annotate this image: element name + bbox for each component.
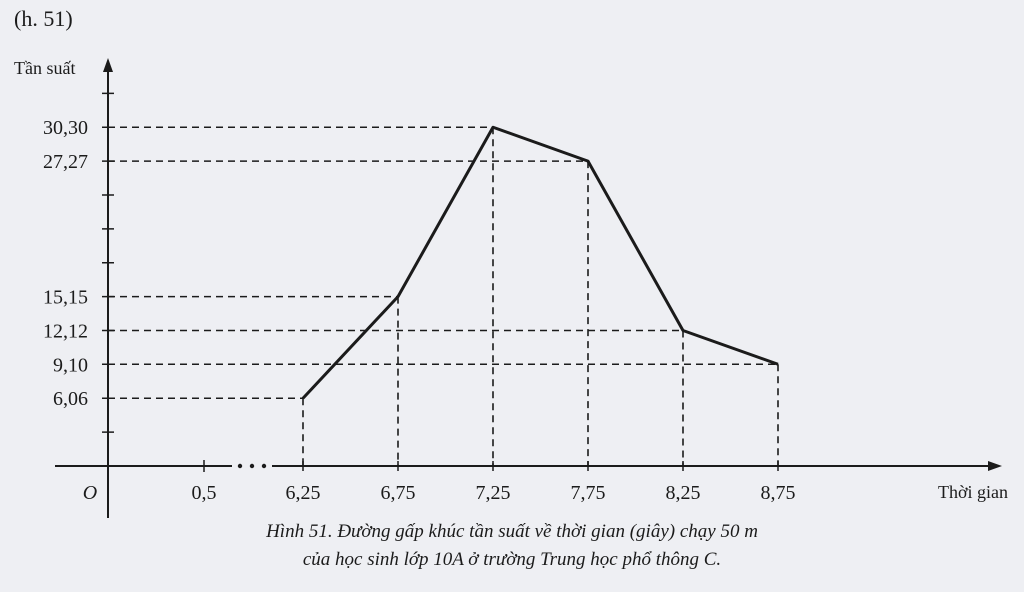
y-axis-title: Tần suất — [14, 58, 75, 78]
y-tick-label: 12,12 — [43, 320, 88, 342]
x-tick-label: 8,75 — [761, 482, 796, 504]
x-tick-label: 6,25 — [286, 482, 321, 504]
guide-lines — [108, 126, 779, 466]
caption-line-1: Hình 51. Đường gấp khúc tần suất về thời… — [266, 521, 758, 542]
x-tick-label: 7,75 — [571, 482, 606, 504]
x-tick-label: 0,5 — [192, 482, 217, 504]
x-axis-break-dot — [249, 463, 255, 469]
y-tick-label: 9,10 — [53, 354, 88, 376]
y-tick-label: 15,15 — [43, 287, 88, 309]
x-axis-break-dot — [237, 463, 243, 469]
y-tick-label: 6,06 — [53, 388, 88, 410]
series-lines — [301, 125, 779, 400]
tick-labels: 6,06 9,10 12,12 15,15 27,27 30,30 0,5 6,25 6,75 7… — [14, 58, 1008, 504]
frequency-polyline — [301, 125, 779, 400]
x-axis-arrow — [988, 461, 1002, 471]
x-tick-label: 8,25 — [666, 482, 701, 504]
origin-label: O — [83, 482, 97, 504]
x-tick-label: 6,75 — [381, 482, 416, 504]
y-tick-label: 30,30 — [43, 117, 88, 139]
frequency-polygon-chart: 6,06 9,10 12,12 15,15 27,27 30,30 0,5 6,25 6,75 7… — [14, 58, 1008, 518]
caption-line-2: của học sinh lớp 10A ở trường Trung học … — [302, 549, 722, 570]
x-tick-label: 7,25 — [476, 482, 511, 504]
figure-label: (h. 51) — [14, 6, 73, 31]
x-axis-break-dot — [261, 463, 267, 469]
x-axis-title: Thời gian — [938, 482, 1008, 502]
y-axis-arrow — [103, 58, 113, 72]
y-tick-label: 27,27 — [43, 151, 88, 173]
